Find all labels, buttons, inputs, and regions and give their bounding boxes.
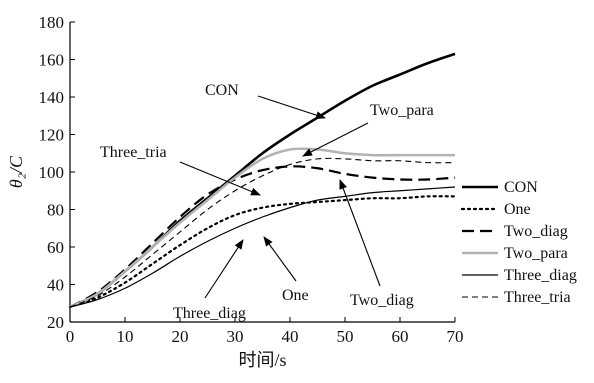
x-tick-label: 20 bbox=[172, 327, 189, 346]
annotation-label-con: CON bbox=[205, 82, 239, 99]
x-tick-label: 30 bbox=[227, 327, 244, 346]
y-tick-label: 120 bbox=[39, 126, 65, 145]
annotation-arrow-one bbox=[263, 236, 297, 282]
annotation-arrow-con bbox=[257, 95, 326, 119]
series-line-three-tria bbox=[69, 157, 456, 308]
y-axis-label: θ₂/C bbox=[6, 155, 26, 188]
series-line-two-diag bbox=[69, 165, 456, 308]
series-line-three-diag bbox=[69, 186, 456, 308]
plot-axes: 0 10 20 30 40 50 60 70 20 40 60 80 100 120 140 160 180 时间… bbox=[6, 13, 464, 370]
x-tick-label: 60 bbox=[392, 327, 409, 346]
y-tick-label: 180 bbox=[39, 13, 65, 32]
x-axis-label: 时间/s bbox=[238, 350, 286, 370]
y-tick-label: 160 bbox=[39, 51, 65, 70]
x-tick-label: 70 bbox=[447, 327, 464, 346]
annotation-arrow-three-tria bbox=[179, 161, 261, 196]
series-line-one bbox=[68, 195, 457, 309]
series-line-two-para bbox=[69, 147, 455, 309]
y-tick-label: 20 bbox=[47, 313, 64, 332]
legend-label-two-diag: Two_diag bbox=[504, 223, 568, 240]
y-tick-label: 60 bbox=[47, 238, 64, 257]
x-tick-label: 10 bbox=[117, 327, 134, 346]
y-tick-label: 80 bbox=[47, 201, 64, 220]
annotation-label-three-diag: Three_diag bbox=[173, 305, 246, 322]
y-tick-label: 100 bbox=[39, 163, 65, 182]
annotation-label-three-tria: Three_tria bbox=[100, 144, 167, 161]
annotation-label-two-para: Two_para bbox=[370, 102, 434, 119]
x-tick-label: 40 bbox=[282, 327, 299, 346]
annotation-arrow-two-para bbox=[302, 122, 369, 157]
legend-label-con: CON bbox=[504, 179, 538, 196]
series-layer bbox=[68, 52, 457, 309]
legend-label-one: One bbox=[504, 201, 531, 218]
annotation-label-two-diag: Two_diag bbox=[350, 292, 414, 309]
legend-label-three-diag: Three_diag bbox=[504, 267, 577, 284]
annotation-label-one: One bbox=[282, 287, 309, 304]
annotation-arrow-three-diag bbox=[204, 239, 244, 299]
y-tick-label: 140 bbox=[39, 88, 65, 107]
legend-label-two-para: Two_para bbox=[504, 245, 568, 262]
annotation-arrow-two-diag bbox=[339, 179, 381, 287]
legend-label-three-tria: Three_tria bbox=[504, 289, 571, 306]
annotation-layer: CON Two_para Three_tria Three_diag One Two_di… bbox=[100, 82, 434, 322]
y-tick-label: 40 bbox=[47, 276, 64, 295]
x-tick-label: 0 bbox=[66, 327, 75, 346]
legend: CON One Two_diag Two_para Three_diag Three_tr… bbox=[460, 179, 577, 306]
x-tick-label: 50 bbox=[337, 327, 354, 346]
